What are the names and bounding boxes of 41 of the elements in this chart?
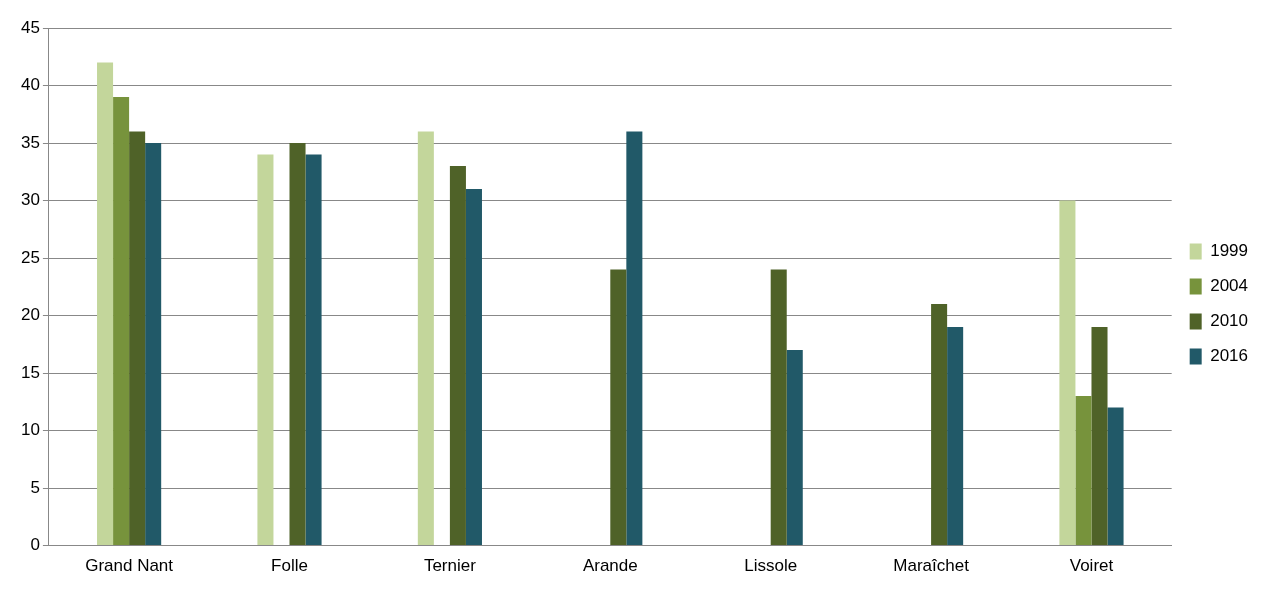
bar [305, 154, 322, 546]
legend-label: 2016 [1210, 346, 1249, 366]
bar [1091, 327, 1108, 546]
y-tick-label: 30 [20, 190, 40, 210]
x-tick-label: Maraîchet [893, 556, 970, 576]
bar [1075, 396, 1092, 546]
bar [770, 269, 787, 546]
bar [145, 143, 162, 546]
legend-label: 2004 [1210, 276, 1249, 296]
bar [129, 131, 146, 546]
bar [465, 189, 482, 546]
bar [626, 131, 643, 546]
bar [1107, 407, 1124, 546]
x-tick-label: Lissole [744, 556, 798, 576]
y-tick-label: 40 [20, 75, 40, 95]
bar [947, 327, 964, 546]
y-tick-label: 35 [20, 132, 40, 152]
bar [931, 304, 948, 546]
y-tick-label: 10 [20, 420, 40, 440]
y-tick-label: 5 [30, 477, 40, 497]
bar [610, 269, 627, 546]
y-tick-label: 25 [20, 247, 40, 267]
y-tick-label: 0 [30, 535, 40, 555]
x-tick-label: Voiret [1069, 556, 1114, 576]
x-tick-label: Ternier [423, 556, 477, 576]
bar [289, 143, 306, 546]
legend-label: 1999 [1210, 241, 1249, 261]
bar [1059, 200, 1076, 546]
bar [449, 166, 466, 546]
bar [113, 97, 130, 546]
x-tick-label: Grand Nant [85, 556, 174, 576]
y-tick-label: 15 [20, 362, 40, 382]
x-tick-label: Arande [582, 556, 638, 576]
bar [417, 131, 434, 546]
bar [97, 62, 114, 546]
legend-label: 2010 [1210, 311, 1249, 331]
y-tick-label: 45 [20, 17, 40, 37]
bar [786, 350, 803, 546]
x-tick-label: Folle [271, 556, 308, 576]
bar [257, 154, 274, 546]
y-tick-label: 20 [20, 305, 40, 325]
